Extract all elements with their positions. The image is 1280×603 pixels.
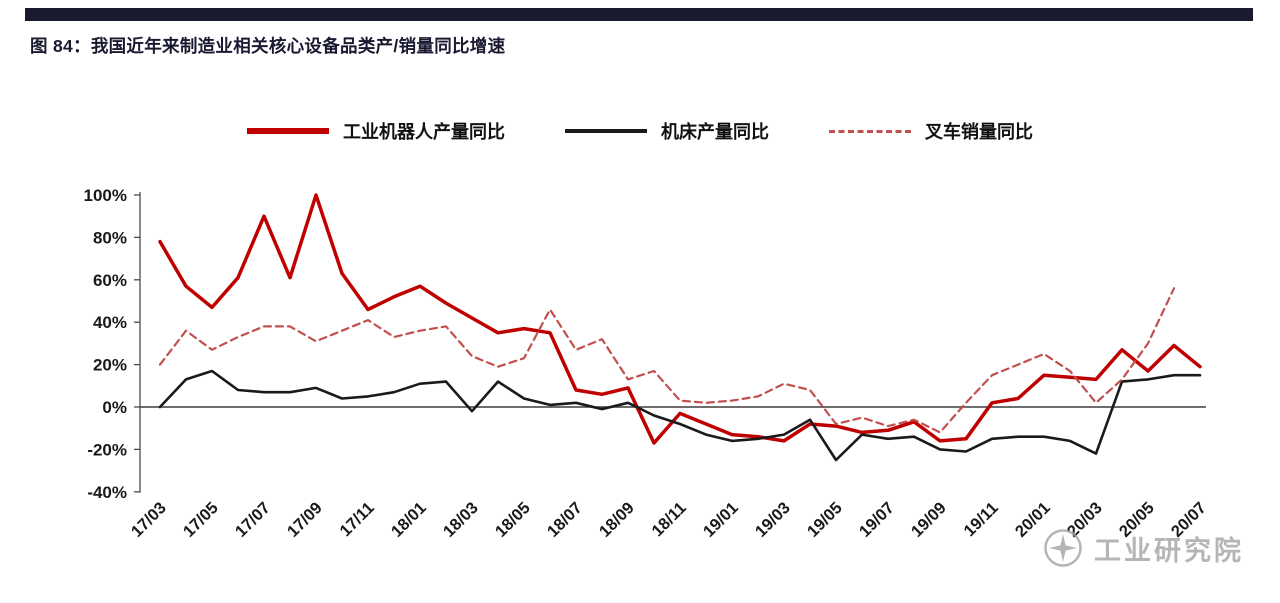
y-tick-label: 0% xyxy=(102,398,127,417)
series-line-industrial-robot-production-yoy xyxy=(158,193,1202,445)
y-axis xyxy=(134,192,141,493)
x-tick-label: 18/11 xyxy=(649,499,690,540)
y-tick-label: 60% xyxy=(93,271,127,290)
y-tick-label: 20% xyxy=(93,356,127,375)
x-tick-label: 17/09 xyxy=(284,499,326,541)
x-tick-label: 19/09 xyxy=(908,499,950,541)
y-tick-label: 100% xyxy=(84,186,127,205)
legend-line-robot-icon xyxy=(247,128,329,134)
y-tick-labels: 100% 80% 60% 40% 20% 0% -20% -40% xyxy=(84,186,127,502)
x-tick-label: 18/09 xyxy=(596,499,638,541)
compass-logo-icon xyxy=(1044,529,1082,567)
y-tick-label: -20% xyxy=(87,440,127,459)
series-line-forklift-sales-yoy xyxy=(158,287,1176,434)
x-tick-label: 19/11 xyxy=(961,499,1002,540)
x-tick-label: 19/01 xyxy=(700,499,742,541)
legend-item-forklift: 叉车销量同比 xyxy=(829,118,1033,144)
x-tick-label: 17/07 xyxy=(232,499,274,541)
legend-item-machine-tool: 机床产量同比 xyxy=(565,118,769,144)
y-tick-label: 40% xyxy=(93,313,127,332)
x-tick-label: 19/03 xyxy=(752,499,794,541)
watermark: 工业研究院 xyxy=(1043,528,1244,568)
figure-title: 图 84：我国近年来制造业相关核心设备品类产/销量同比增速 xyxy=(30,36,506,56)
y-tick-label: 80% xyxy=(93,228,127,247)
series-line-machine-tool-production-yoy xyxy=(158,369,1202,462)
x-tick-label: 17/05 xyxy=(180,499,222,541)
x-tick-label: 18/05 xyxy=(492,499,534,541)
x-tick-label: 19/05 xyxy=(804,499,846,541)
x-tick-label: 17/03 xyxy=(128,499,170,541)
x-tick-label: 17/11 xyxy=(337,499,378,540)
legend-line-forklift-icon xyxy=(829,129,911,133)
x-tick-label: 18/07 xyxy=(544,499,586,541)
chart-area: 100% 80% 60% 40% 20% 0% -20% -40% 17/03 17/05 17/0… xyxy=(0,150,1280,598)
x-tick-label: 18/03 xyxy=(440,499,482,541)
legend-item-robot: 工业机器人产量同比 xyxy=(247,118,505,144)
legend-label-machine-tool: 机床产量同比 xyxy=(661,122,769,142)
chart-svg: 100%80%60%40%20%0%-20%-40%17/03 17/05 17/0… xyxy=(84,186,1210,541)
legend-label-robot: 工业机器人产量同比 xyxy=(343,122,505,142)
header-bar xyxy=(25,8,1253,21)
watermark-text: 工业研究院 xyxy=(1094,535,1244,566)
legend-line-machine-tool-icon xyxy=(565,128,647,134)
chart-legend: 工业机器人产量同比 机床产量同比 叉车销量同比 xyxy=(0,118,1280,144)
y-tick-label: -40% xyxy=(87,483,127,502)
x-tick-label: 19/07 xyxy=(856,499,898,541)
x-tick-label: 18/01 xyxy=(388,499,430,541)
legend-label-forklift: 叉车销量同比 xyxy=(925,122,1033,142)
